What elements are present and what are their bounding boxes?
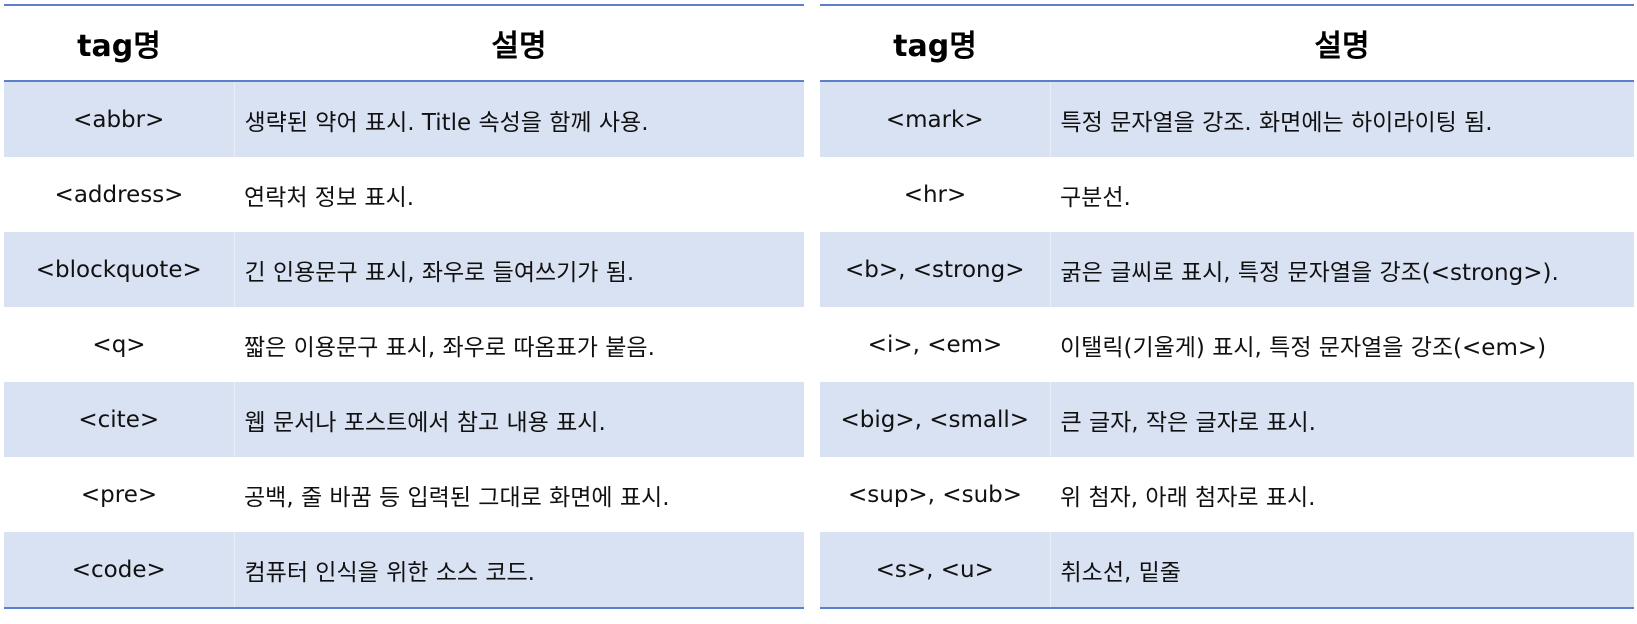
tag-cell: <address>: [4, 157, 234, 232]
tag-cell: <sup>, <sub>: [820, 457, 1050, 532]
tag-column-header: tag명: [820, 5, 1050, 82]
table-row: <big>, <small> 큰 글자, 작은 글자로 표시.: [820, 382, 1634, 457]
table-row: <cite> 웹 문서나 포스트에서 참고 내용 표시.: [4, 382, 804, 457]
description-cell: 긴 인용문구 표시, 좌우로 들여쓰기가 됨.: [233, 232, 804, 307]
tag-cell: <blockquote>: [4, 232, 234, 307]
description-cell: 생략된 약어 표시. Title 속성을 함께 사용.: [233, 81, 804, 157]
tag-cell: <s>, <u>: [820, 532, 1050, 608]
table-row: <i>, <em> 이탤릭(기울게) 표시, 특정 문자열을 강조(<em>): [820, 307, 1634, 382]
table-row: <hr> 구분선.: [820, 157, 1634, 232]
left-tag-table: tag명 설명 <abbr> 생략된 약어 표시. Title 속성을 함께 사…: [4, 4, 804, 609]
table-row: <pre> 공백, 줄 바꿈 등 입력된 그대로 화면에 표시.: [4, 457, 804, 532]
table-row: <s>, <u> 취소선, 밑줄: [820, 532, 1634, 608]
tag-cell: <pre>: [4, 457, 234, 532]
tag-cell: <big>, <small>: [820, 382, 1050, 457]
table-row: <code> 컴퓨터 인식을 위한 소스 코드.: [4, 532, 804, 608]
tag-cell: <cite>: [4, 382, 234, 457]
table-row: <address> 연락처 정보 표시.: [4, 157, 804, 232]
description-cell: 굵은 글씨로 표시, 특정 문자열을 강조(<strong>).: [1049, 232, 1634, 307]
description-cell: 큰 글자, 작은 글자로 표시.: [1049, 382, 1634, 457]
header-row: tag명 설명: [4, 5, 804, 82]
table-row: <abbr> 생략된 약어 표시. Title 속성을 함께 사용.: [4, 81, 804, 157]
description-cell: 구분선.: [1050, 157, 1634, 232]
description-cell: 연락처 정보 표시.: [234, 157, 804, 232]
description-cell: 웹 문서나 포스트에서 참고 내용 표시.: [233, 382, 804, 457]
description-cell: 공백, 줄 바꿈 등 입력된 그대로 화면에 표시.: [234, 457, 804, 532]
tag-cell: <abbr>: [4, 81, 234, 157]
description-cell: 위 첨자, 아래 첨자로 표시.: [1050, 457, 1634, 532]
tag-cell: <i>, <em>: [820, 307, 1050, 382]
description-cell: 이탤릭(기울게) 표시, 특정 문자열을 강조(<em>): [1050, 307, 1634, 382]
description-column-header: 설명: [1050, 5, 1634, 82]
description-cell: 컴퓨터 인식을 위한 소스 코드.: [233, 532, 804, 608]
tag-cell: <b>, <strong>: [820, 232, 1050, 307]
description-cell: 취소선, 밑줄: [1049, 532, 1634, 608]
description-cell: 특정 문자열을 강조. 화면에는 하이라이팅 됨.: [1049, 81, 1634, 157]
tag-cell: <code>: [4, 532, 234, 608]
table-row: <sup>, <sub> 위 첨자, 아래 첨자로 표시.: [820, 457, 1634, 532]
description-cell: 짧은 이용문구 표시, 좌우로 따옴표가 붙음.: [234, 307, 804, 382]
tag-column-header: tag명: [4, 5, 234, 82]
table-row: <blockquote> 긴 인용문구 표시, 좌우로 들여쓰기가 됨.: [4, 232, 804, 307]
table-row: <mark> 특정 문자열을 강조. 화면에는 하이라이팅 됨.: [820, 81, 1634, 157]
description-column-header: 설명: [234, 5, 804, 82]
right-tag-table: tag명 설명 <mark> 특정 문자열을 강조. 화면에는 하이라이팅 됨.…: [820, 4, 1634, 609]
header-row: tag명 설명: [820, 5, 1634, 82]
tag-cell: <q>: [4, 307, 234, 382]
tag-cell: <mark>: [820, 81, 1050, 157]
table-row: <b>, <strong> 굵은 글씨로 표시, 특정 문자열을 강조(<str…: [820, 232, 1634, 307]
table-row: <q> 짧은 이용문구 표시, 좌우로 따옴표가 붙음.: [4, 307, 804, 382]
tag-cell: <hr>: [820, 157, 1050, 232]
